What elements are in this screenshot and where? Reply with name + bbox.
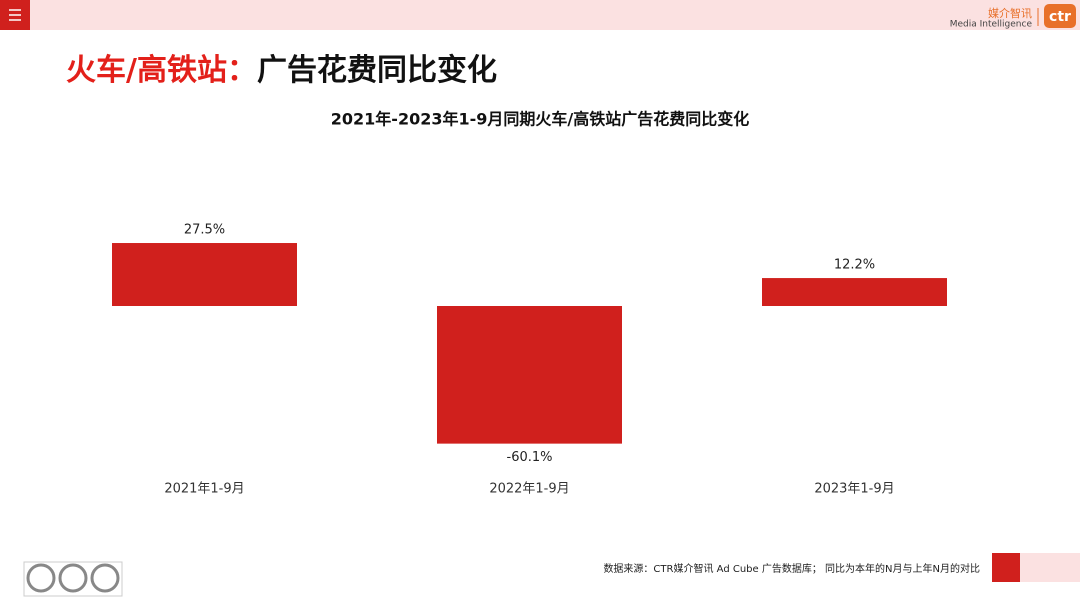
x-tick-label: 2022年1-9月 <box>489 482 569 497</box>
source-note: 数据来源：CTR媒介智讯 Ad Cube 广告数据库； 同比为本年的N月与上年N… <box>603 562 980 575</box>
bar <box>112 243 297 306</box>
x-tick-label: 2023年1-9月 <box>814 482 894 497</box>
data-label: -60.1% <box>507 450 553 465</box>
bar <box>437 306 622 444</box>
data-label: 12.2% <box>834 258 875 273</box>
footer-block <box>992 553 1020 582</box>
page-title-rest: 广告花费同比变化 <box>257 53 497 88</box>
x-tick-label: 2021年1-9月 <box>164 482 244 497</box>
brand-logo: ctr <box>1049 9 1071 25</box>
menu-icon <box>9 9 21 21</box>
page-title: 火车/高铁站：广告花费同比变化 <box>66 53 497 88</box>
footer-band <box>1020 553 1080 582</box>
chart-title: 2021年-2023年1-9月同期火车/高铁站广告花费同比变化 <box>331 110 749 129</box>
brand-cn: 媒介智讯 <box>988 6 1032 20</box>
data-label: 27.5% <box>184 223 225 238</box>
chart: 2021年-2023年1-9月同期火车/高铁站广告花费同比变化 2021年1-9… <box>112 110 947 497</box>
certification-logos <box>23 561 123 597</box>
header-bar <box>0 0 1080 30</box>
brand-en: Media Intelligence <box>950 20 1033 30</box>
brand-logo-bg <box>1044 4 1076 28</box>
bar <box>762 278 947 306</box>
page-title-lead: 火车/高铁站： <box>66 53 257 88</box>
